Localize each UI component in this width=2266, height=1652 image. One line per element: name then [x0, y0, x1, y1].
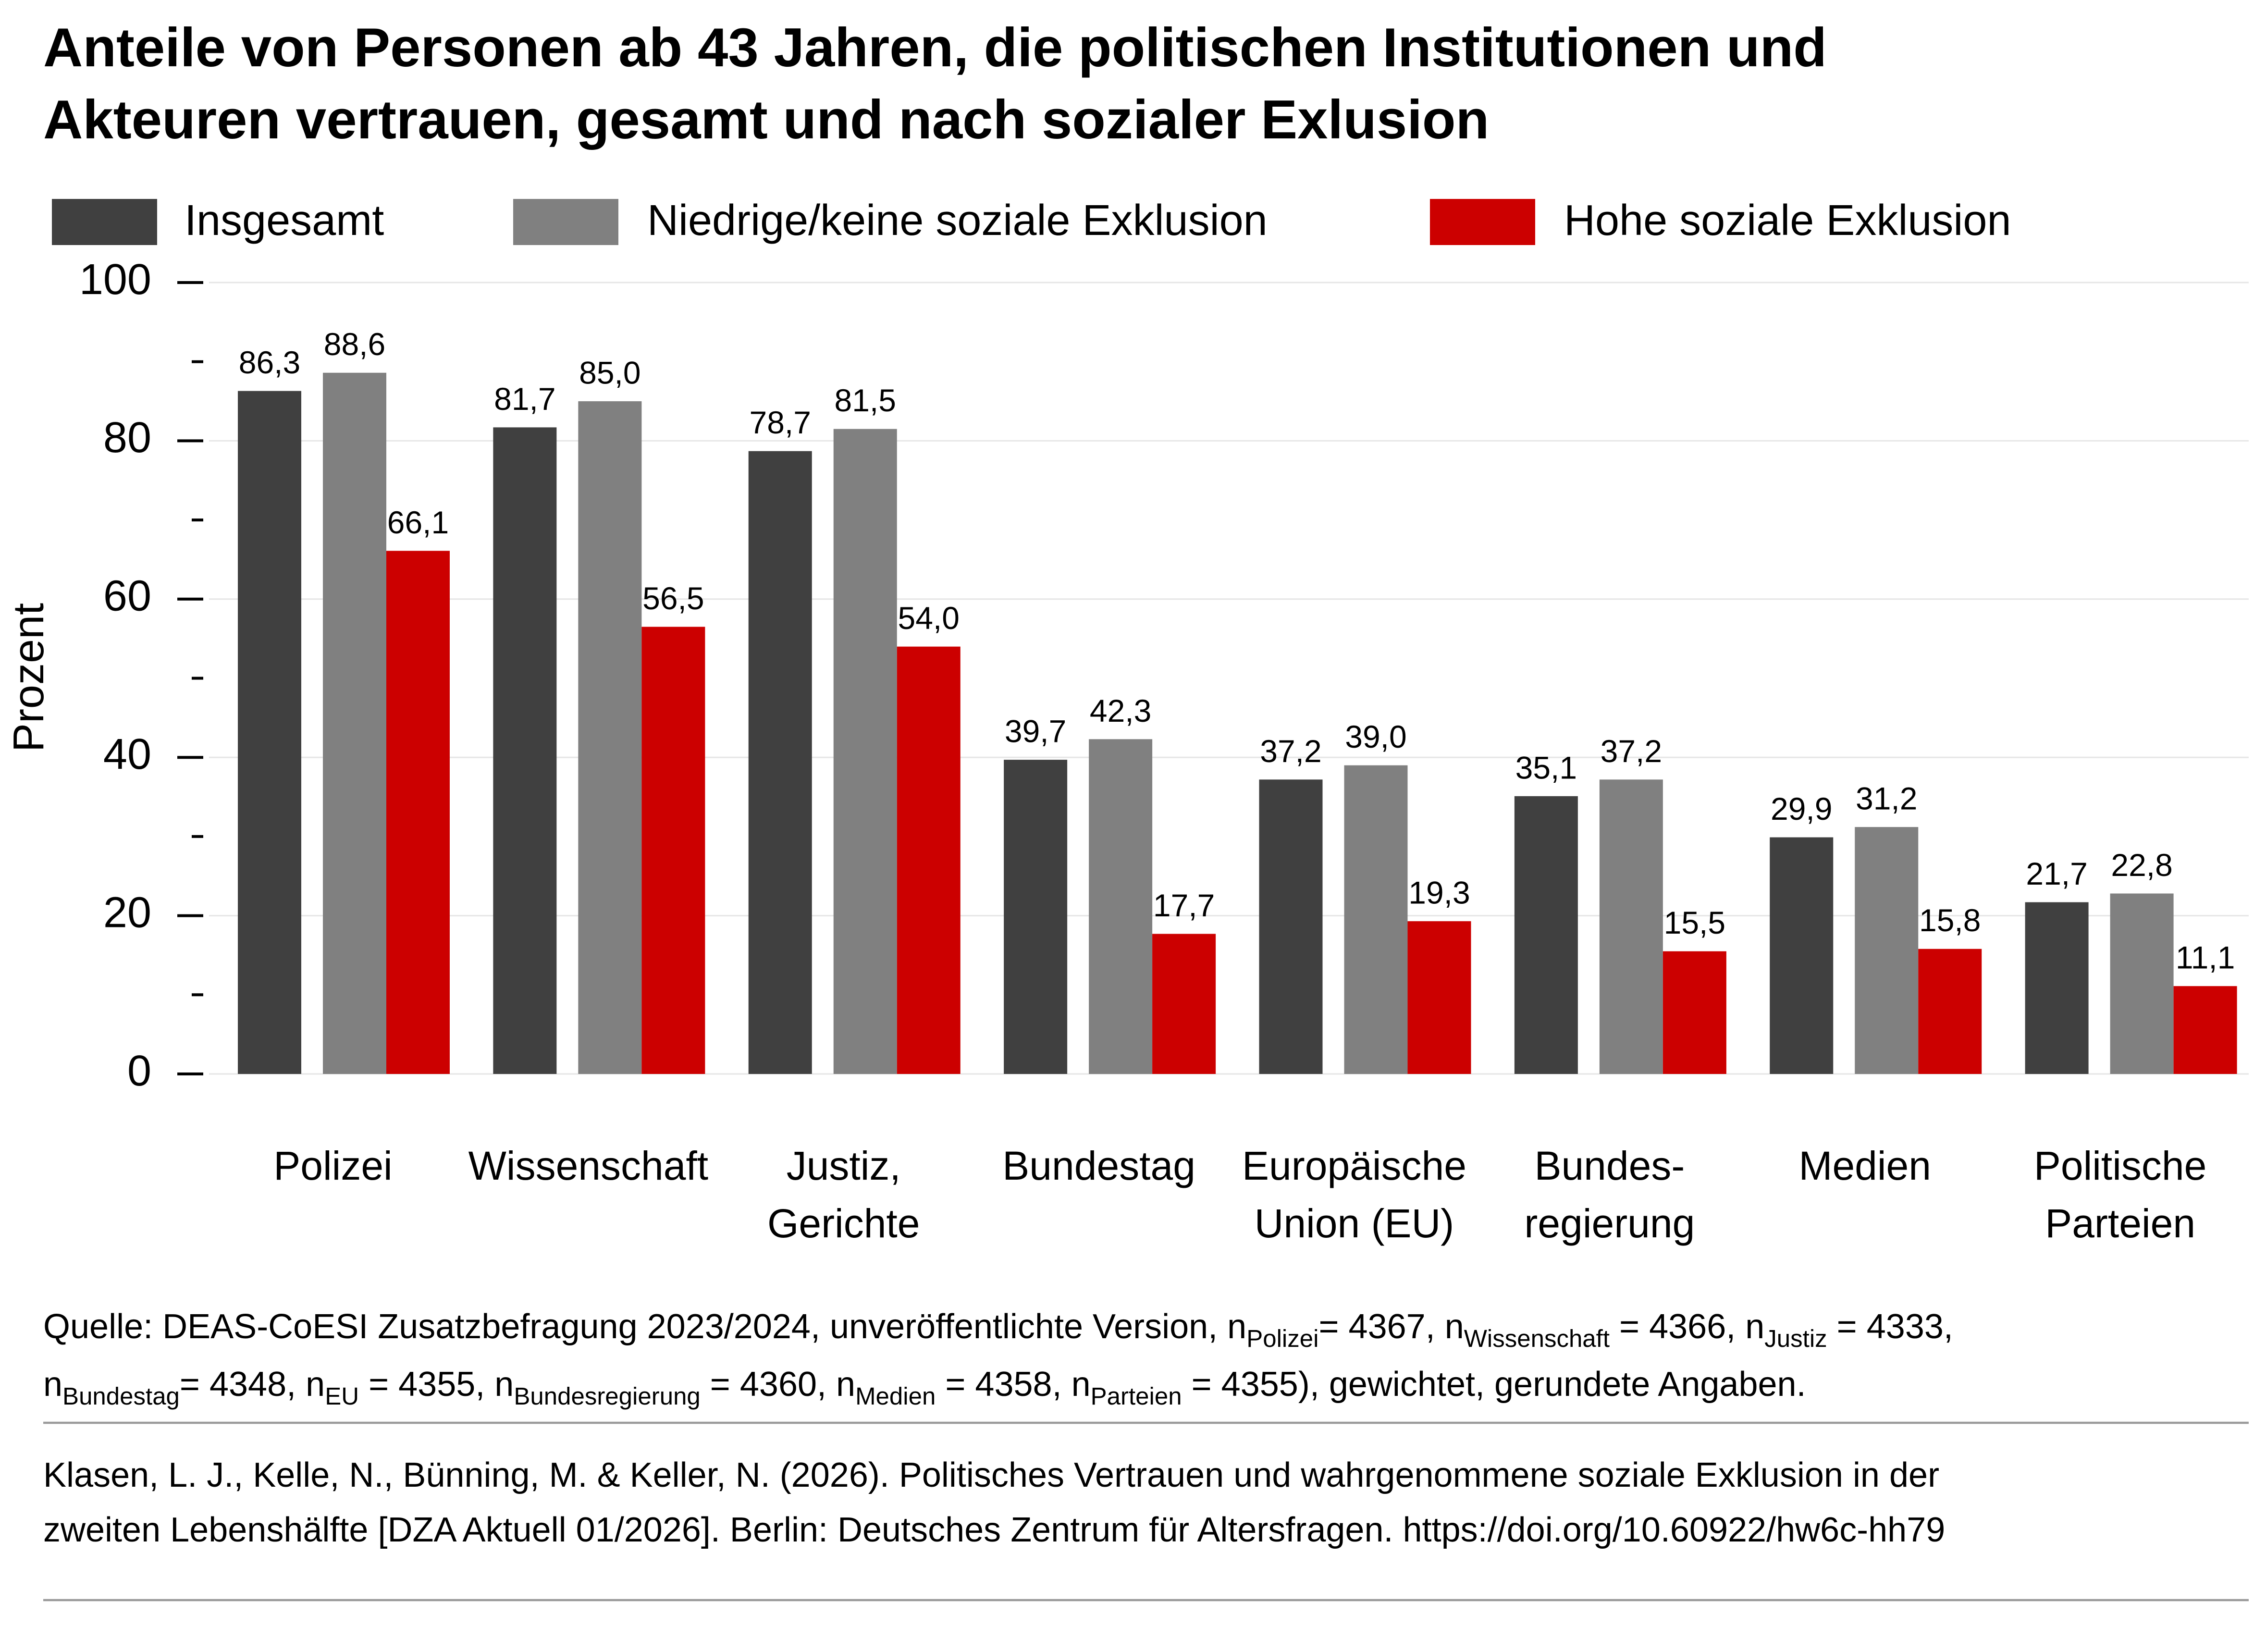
legend-label: Niedrige/keine soziale Exklusion: [647, 197, 1268, 245]
source-subscript: EU: [325, 1382, 359, 1410]
bar: [833, 429, 897, 1074]
source-text: = 4358, n: [936, 1365, 1090, 1404]
source-text: = 4355, n: [359, 1365, 514, 1404]
value-label: 88,6: [324, 326, 385, 362]
source-subscript: Bundesregierung: [514, 1382, 700, 1410]
x-tick-label: Europäische: [1242, 1143, 1466, 1188]
chart-title: Akteuren vertrauen, gesamt und nach sozi…: [43, 89, 1489, 150]
value-label: 22,8: [2111, 847, 2172, 883]
value-label: 31,2: [1856, 781, 1917, 816]
value-label: 17,7: [1153, 888, 1215, 923]
x-tick-label: Politische: [2034, 1143, 2207, 1188]
bar: [1259, 779, 1323, 1074]
source-subscript: Parteien: [1091, 1382, 1182, 1410]
bar: [2025, 902, 2089, 1074]
source-note: Quelle: DEAS-CoESI Zusatzbefragung 2023/…: [43, 1307, 1953, 1352]
value-label: 42,3: [1090, 693, 1151, 728]
chart-title: Anteile von Personen ab 43 Jahren, die p…: [43, 17, 1827, 78]
source-text: = 4348, n: [180, 1365, 325, 1404]
value-label: 37,2: [1601, 733, 1662, 769]
value-label: 86,3: [239, 345, 300, 380]
citation: zweiten Lebenshälfte [DZA Aktuell 01/202…: [43, 1511, 1945, 1549]
y-tick-label: 100: [79, 256, 151, 304]
source-subscript: Medien: [855, 1382, 936, 1410]
source-text: Quelle: DEAS-CoESI Zusatzbefragung 2023/…: [43, 1307, 1246, 1346]
value-label: 56,5: [642, 580, 704, 616]
bar: [1855, 827, 1919, 1074]
value-label: 19,3: [1408, 875, 1470, 911]
value-label: 85,0: [579, 355, 640, 390]
x-tick-label: Union (EU): [1255, 1201, 1454, 1246]
bar: [1663, 951, 1726, 1074]
bar: [2173, 986, 2237, 1074]
bar: [238, 391, 301, 1074]
value-label: 21,7: [2026, 856, 2087, 891]
bar: [1918, 949, 1982, 1074]
value-label: 81,7: [494, 381, 555, 417]
value-label: 78,7: [750, 405, 811, 440]
x-tick-label: Bundestag: [1002, 1143, 1195, 1188]
bar: [1407, 921, 1471, 1074]
value-label: 15,5: [1664, 905, 1725, 940]
y-tick-label: 20: [103, 888, 151, 937]
x-tick-label: regierung: [1524, 1201, 1695, 1246]
x-tick-label: Justiz,: [787, 1143, 901, 1188]
source-subscript: Bundestag: [62, 1382, 180, 1410]
x-tick-label: Polizei: [273, 1143, 392, 1188]
x-tick-label: Bundes-: [1534, 1143, 1685, 1188]
bar: [323, 372, 386, 1074]
bar: [1770, 837, 1834, 1074]
x-tick-label: Wissenschaft: [468, 1143, 709, 1188]
x-tick-label: Medien: [1798, 1143, 1931, 1188]
bar: [493, 427, 557, 1074]
y-tick-label: 0: [127, 1047, 151, 1095]
bar: [1599, 779, 1663, 1074]
value-label: 37,2: [1260, 733, 1321, 769]
bar: [386, 551, 450, 1074]
bar: [641, 627, 705, 1074]
legend-swatch: [513, 199, 618, 245]
y-tick-label: 80: [103, 414, 151, 462]
value-label: 39,0: [1345, 719, 1406, 754]
y-tick-label: 60: [103, 572, 151, 620]
source-subscript: Wissenschaft: [1464, 1325, 1610, 1352]
source-subscript: Justiz: [1764, 1325, 1827, 1352]
value-label: 54,0: [898, 600, 960, 636]
value-label: 35,1: [1515, 750, 1577, 785]
source-text: = 4360, n: [701, 1365, 855, 1404]
citation: Klasen, L. J., Kelle, N., Bünning, M. & …: [43, 1456, 1939, 1494]
bar: [2110, 893, 2174, 1074]
source-subscript: Polizei: [1246, 1325, 1318, 1352]
source-note: nBundestag= 4348, nEU = 4355, nBundesreg…: [43, 1365, 1806, 1410]
bar: [897, 646, 961, 1074]
bar: [1344, 765, 1408, 1074]
legend-swatch: [52, 199, 157, 245]
legend-label: Insgesamt: [185, 197, 384, 245]
legend-swatch: [1430, 199, 1535, 245]
legend-label: Hohe soziale Exklusion: [1564, 197, 2011, 245]
bar: [748, 451, 812, 1074]
bar: [1152, 934, 1216, 1074]
x-tick-label: Gerichte: [767, 1201, 920, 1246]
value-label: 81,5: [835, 382, 896, 418]
value-label: 39,7: [1005, 714, 1066, 749]
value-label: 66,1: [387, 505, 449, 540]
value-label: 11,1: [2176, 940, 2235, 975]
source-text: = 4366, n: [1610, 1307, 1764, 1346]
source-text: n: [43, 1365, 62, 1404]
x-tick-label: Parteien: [2045, 1201, 2195, 1246]
source-text: = 4355), gewichtet, gerundete Angaben.: [1182, 1365, 1806, 1404]
y-axis-title: Prozent: [5, 603, 53, 752]
source-text: = 4333,: [1827, 1307, 1953, 1346]
bar: [1514, 796, 1578, 1074]
source-text: = 4367, n: [1318, 1307, 1464, 1346]
value-label: 15,8: [1919, 902, 1981, 938]
bar: [1089, 739, 1153, 1074]
y-tick-label: 40: [103, 730, 151, 778]
value-label: 29,9: [1771, 791, 1832, 826]
bar: [1004, 760, 1068, 1074]
bar: [578, 401, 642, 1074]
